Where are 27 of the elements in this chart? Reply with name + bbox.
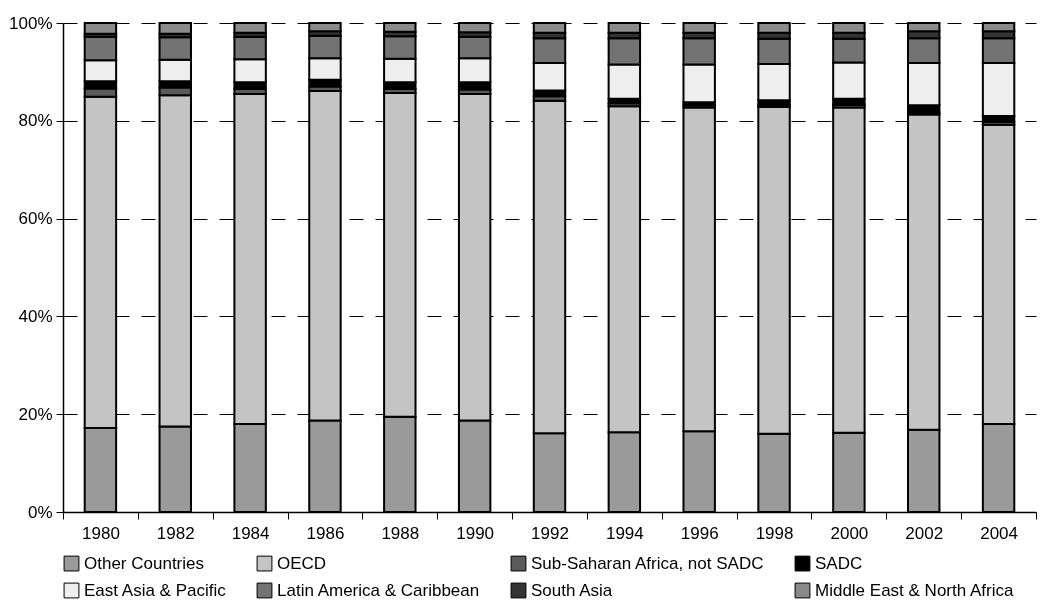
legend-label: Other Countries	[84, 553, 204, 573]
legend-label: SADC	[815, 553, 863, 573]
y-tick-label: 60%	[18, 209, 53, 229]
y-tick-label: 20%	[18, 404, 53, 424]
x-tick-label: 1982	[156, 523, 195, 543]
legend-label: OECD	[277, 553, 327, 573]
x-tick-label: 2000	[830, 523, 869, 543]
x-tick-label: 1984	[231, 523, 270, 543]
x-tick-label: 1998	[755, 523, 794, 543]
x-tick-label: 2004	[980, 523, 1018, 543]
legend-label: South Asia	[531, 580, 613, 600]
x-tick-label: 1980	[82, 523, 120, 543]
y-tick-label: 40%	[18, 306, 53, 326]
legend-label: Latin America & Caribbean	[277, 580, 480, 600]
y-tick-label: 100%	[9, 13, 53, 33]
y-tick-label: 0%	[27, 502, 53, 522]
legend-label: Sub-Saharan Africa, not SADC	[531, 553, 764, 573]
y-tick-label: 80%	[18, 111, 53, 131]
x-tick-label: 1992	[531, 523, 569, 543]
x-tick-label: 1986	[306, 523, 345, 543]
x-tick-label: 1996	[680, 523, 719, 543]
x-tick-label: 1988	[381, 523, 420, 543]
x-tick-label: 1994	[605, 523, 644, 543]
x-tick-label: 1990	[456, 523, 495, 543]
legend-label: East Asia & Pacific	[84, 580, 227, 600]
x-tick-label: 2002	[905, 523, 944, 543]
legend-label: Middle East & North Africa	[815, 580, 1014, 600]
